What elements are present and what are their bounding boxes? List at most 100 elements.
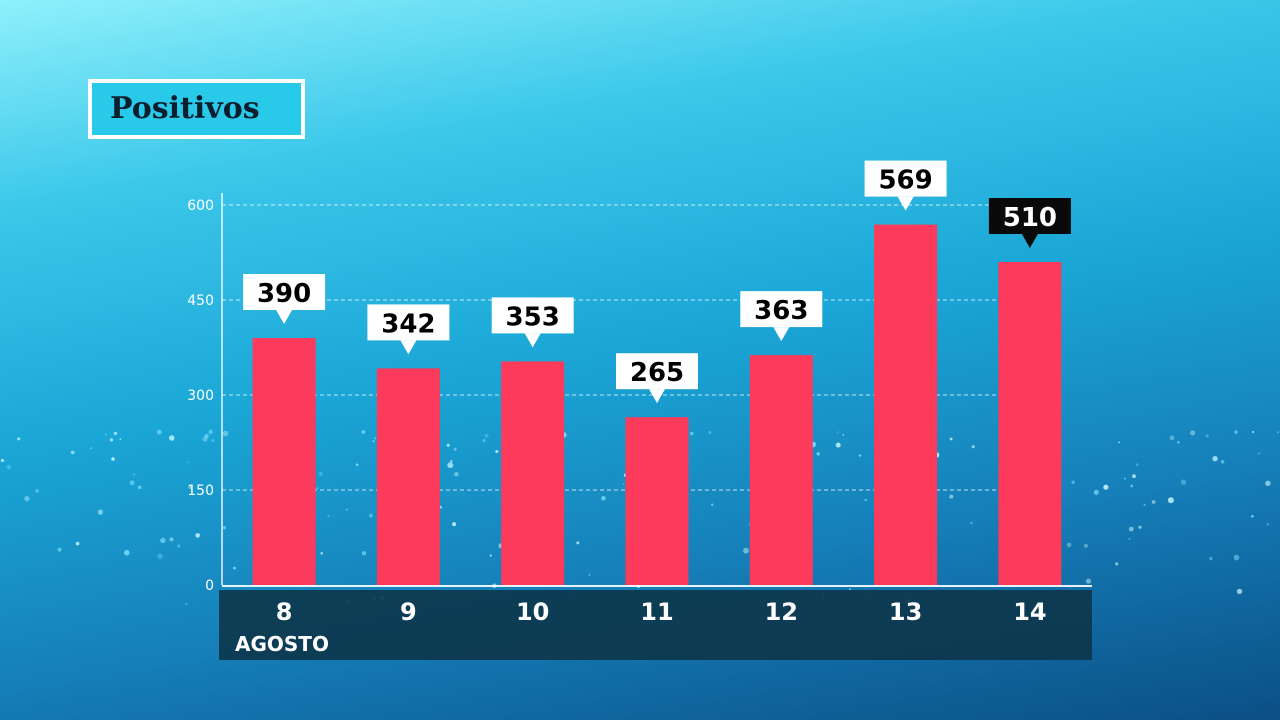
sparkle-dot [35,489,39,493]
sparkle-dot [1209,556,1213,561]
sparkle-dot [1205,434,1209,438]
sparkle-dot [90,447,93,450]
sparkle-dot [949,494,954,499]
sparkle-dot [1167,497,1174,504]
sparkle-dot [169,435,175,441]
bar [376,368,440,585]
sparkle-dot [453,447,457,451]
sparkle-dot [361,551,367,556]
sparkle-dot [622,482,625,485]
x-tick-label: 11 [640,598,673,626]
sparkle-dot [835,442,841,448]
sparkle-dot [1252,431,1255,433]
sparkle-dot [842,434,845,436]
value-callout-box [491,297,574,334]
sparkle-dot [482,438,486,443]
y-tick-label: 450 [187,293,214,309]
sparkle-dot [864,498,868,502]
sparkle-dot [495,450,499,453]
sparkle-dot [1103,484,1109,490]
sparkle-dot [1265,480,1271,486]
sparkle-dot [24,496,30,502]
sparkle-dot [345,508,348,511]
value-callout-box [616,353,698,390]
sparkle-dot [233,566,236,570]
sparkle-dot [1085,578,1092,584]
sparkle-dot [160,537,166,544]
x-tick-label: 14 [1013,598,1046,626]
sparkle-dot [1143,503,1146,506]
x-tick-label: 8 [276,598,293,626]
sparkle-dot [489,554,492,557]
bar [625,417,689,585]
chart-title-box: Positivos [88,79,305,139]
sparkle-dot [1128,538,1131,540]
sparkle-dot [1233,554,1240,561]
sparkle-dot [187,461,190,464]
sparkle-dot [708,431,712,434]
data-label: 363 [754,296,808,326]
value-callout-pointer [773,327,790,342]
value-callout-pointer [1021,234,1038,248]
sparkle-dot [208,429,213,435]
y-tick-label: 300 [187,388,214,404]
sparkle-dot [1135,463,1139,467]
sparkle-dot [327,514,330,517]
sparkle-dot [137,485,142,489]
value-callout-box [864,160,947,197]
bar [874,224,938,585]
sparkle-dot [1180,479,1187,485]
sparkle-dot [1071,480,1075,485]
bar [998,262,1062,585]
value-callout-box [367,304,450,341]
sparkle-dot [373,437,377,440]
sparkle-dot [129,480,135,486]
sparkle-dot [156,429,162,435]
sparkle-dot [1115,562,1119,566]
sparkle-dot [1151,500,1156,504]
sparkle-dot [858,454,862,457]
sparkle-dot [1251,515,1254,518]
bar [501,361,565,585]
sparkle-dot [1066,542,1072,548]
sparkle-dot [372,440,375,443]
sparkle-dot [109,438,114,442]
sparkle-dot [1212,456,1218,462]
sparkle-dot [1128,526,1134,532]
sparkle-dot [361,430,366,434]
x-tick-label: 12 [765,598,798,626]
sparkle-dot [185,603,188,606]
sparkle-dot [1234,430,1238,434]
sparkle-dot [316,487,319,490]
sparkle-dot [1258,452,1260,455]
chart-title: Positivos [110,91,260,126]
sparkle-dot [601,496,606,501]
sparkle-dot [816,452,820,456]
sparkle-dot [157,553,163,560]
sparkle-dot [711,503,714,506]
x-tick-label: 10 [516,598,549,626]
value-callout-pointer [649,389,665,404]
value-callout-pointer [276,310,293,324]
y-tick-label: 600 [187,198,214,214]
sparkle-dot [75,541,80,546]
data-label: 390 [257,279,311,309]
sparkle-dot [368,513,373,518]
sparkle-dot [848,588,851,591]
sparkle-dot [1169,435,1175,441]
sparkle-dot [576,541,580,545]
sparkle-dot [450,460,453,463]
x-tick-label: 13 [889,598,922,626]
sparkle-dot [113,431,118,436]
sparkle-dot [0,459,4,462]
sparkle-dot [320,551,324,555]
sparkle-dot [124,549,130,556]
sparkle-dot [970,521,973,525]
sparkle-dot [204,434,209,439]
sparkle-dot [202,436,208,442]
sparkle-dot [588,573,591,576]
sparkle-dot [169,537,174,542]
sparkle-dot [211,439,215,442]
sparkle-dot [195,533,200,538]
